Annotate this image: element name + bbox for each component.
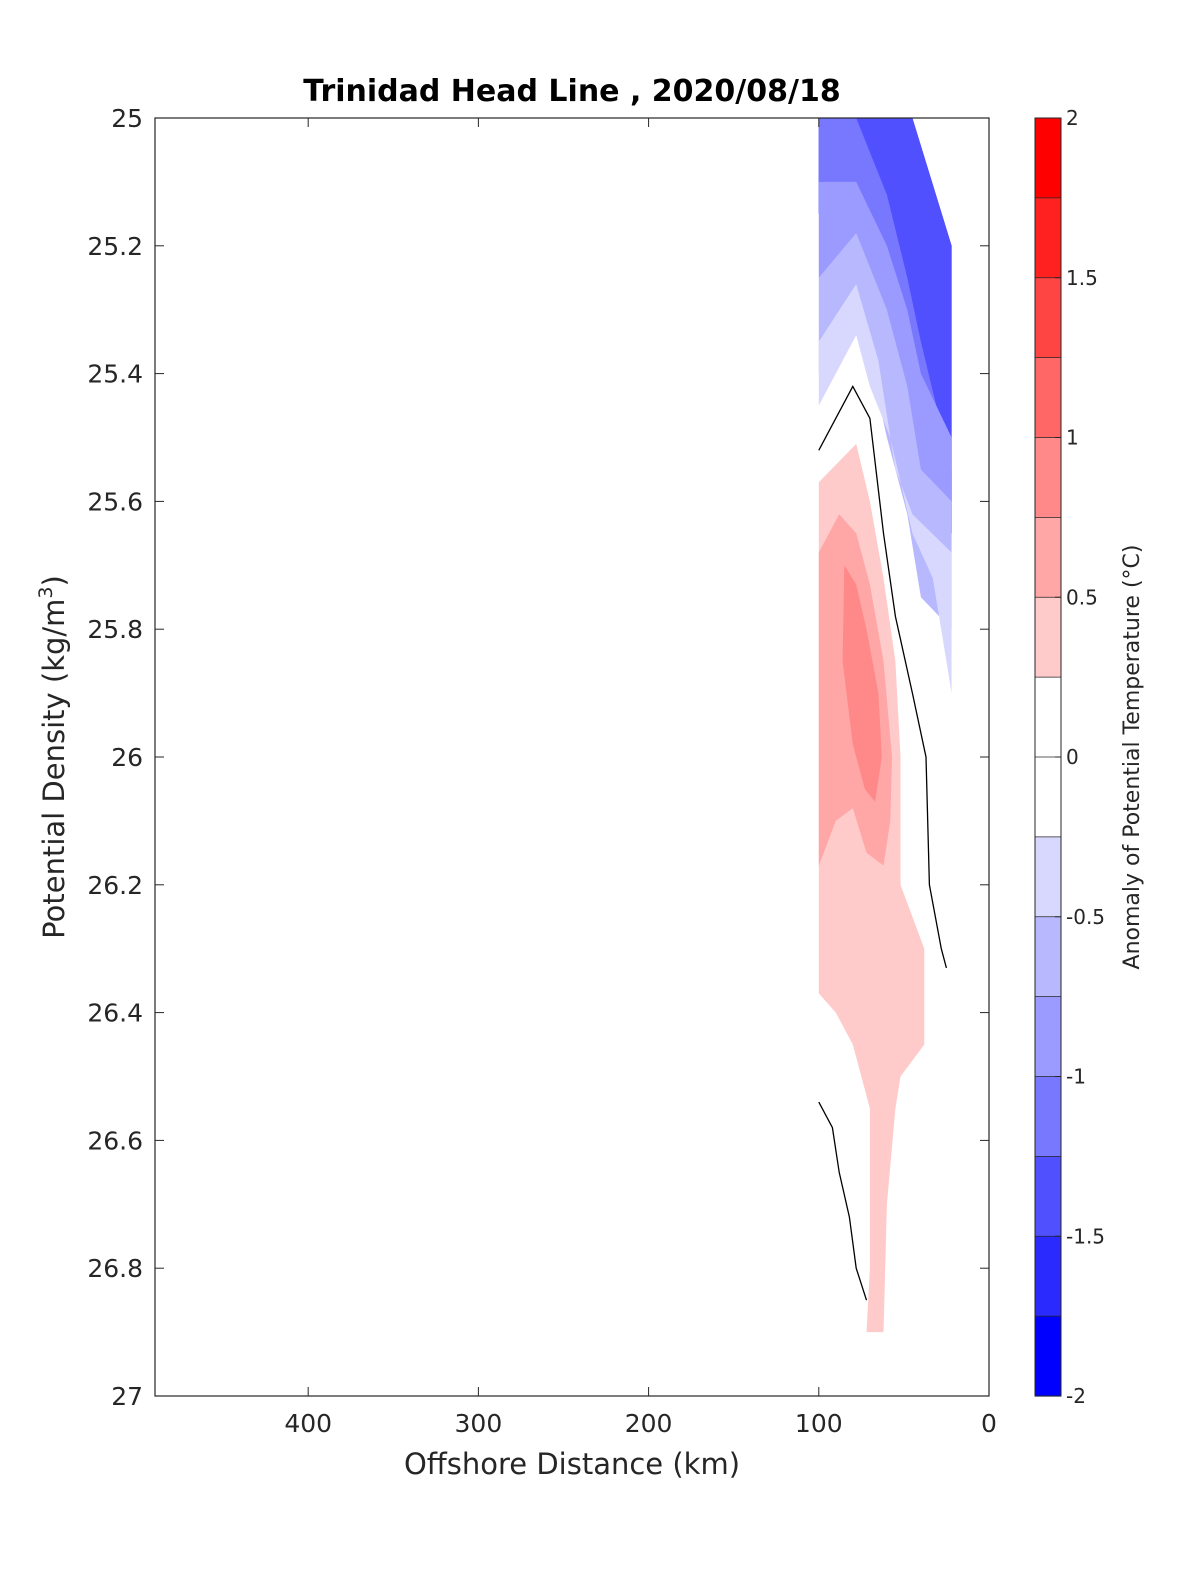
y-axis-label-main: Potential Density (kg/m <box>37 599 71 939</box>
y-axis-label: Potential Density (kg/m3) <box>35 575 71 939</box>
x-tick-label: 100 <box>795 1409 843 1438</box>
zero-contour-line-1 <box>818 1101 868 1301</box>
x-tick-label: 200 <box>625 1409 673 1438</box>
y-tick-label: 26.4 <box>87 999 143 1028</box>
colorbar-band <box>1035 836 1061 918</box>
colorbar-band <box>1035 1316 1061 1397</box>
colorbar-band <box>1035 437 1061 518</box>
colorbar-band <box>1035 677 1061 758</box>
colorbar-label: Anomaly of Potential Temperature (°C) <box>1120 545 1145 970</box>
colorbar-band <box>1035 197 1061 279</box>
colorbar-tick-label: -1.5 <box>1066 1224 1105 1248</box>
colorbar-tick-label: 1 <box>1066 426 1079 450</box>
x-axis-label: Offshore Distance (km) <box>404 1447 740 1481</box>
y-axis: 25 25.2 25.4 25.6 25.8 26 26.2 26.4 26.6 26.8 27 <box>87 104 989 1411</box>
y-tick-label: 26.6 <box>87 1126 143 1155</box>
y-tick-label: 25.2 <box>87 232 143 261</box>
colorbar-tick-label: 0.5 <box>1066 585 1098 609</box>
colorbar-band <box>1035 996 1061 1078</box>
y-tick-label: 25.8 <box>87 615 143 644</box>
y-tick-label: 26.2 <box>87 871 143 900</box>
y-axis-label-close: ) <box>37 575 71 586</box>
colorbar-tick-label: 2 <box>1066 106 1079 130</box>
y-tick-label: 26.8 <box>87 1254 143 1283</box>
zero-contour-line-0 <box>818 385 948 969</box>
y-tick-label: 25 <box>111 104 143 133</box>
y-axis-label-superscript: 3 <box>35 586 57 598</box>
colorbar-band <box>1035 1156 1061 1237</box>
colorbar: 2 1.5 1 0.5 0 -0.5 -1 -1.5 -2 <box>1034 106 1105 1408</box>
colorbar-tick-label: -1 <box>1066 1065 1086 1089</box>
y-tick-label: 25.4 <box>87 360 143 389</box>
x-tick-label: 0 <box>981 1409 997 1438</box>
plot-area <box>818 118 952 1333</box>
colorbar-band <box>1035 757 1061 838</box>
colorbar-band <box>1035 916 1061 998</box>
colorbar-band <box>1035 1236 1061 1317</box>
x-tick-label: 300 <box>455 1409 503 1438</box>
colorbar-tick-label: -0.5 <box>1066 905 1105 929</box>
colorbar-tick-label: 0 <box>1066 745 1079 769</box>
colorbar-band <box>1035 1076 1061 1157</box>
y-tick-label: 26 <box>111 743 143 772</box>
colorbar-band <box>1035 597 1061 678</box>
x-axis: 400 300 200 100 0 <box>284 118 997 1438</box>
contour-region-5 <box>818 284 952 694</box>
y-tick-label: 27 <box>111 1382 143 1411</box>
contour-region-8 <box>842 565 882 802</box>
colorbar-band <box>1035 118 1061 199</box>
colorbar-band <box>1035 517 1061 598</box>
colorbar-band <box>1035 277 1061 359</box>
chart-title: Trinidad Head Line , 2020/08/18 <box>303 74 840 109</box>
colorbar-tick-label: -2 <box>1066 1384 1086 1408</box>
colorbar-tick-label: 1.5 <box>1066 266 1098 290</box>
y-tick-label: 25.6 <box>87 487 143 516</box>
colorbar-band <box>1035 357 1061 439</box>
x-tick-label: 400 <box>284 1409 332 1438</box>
